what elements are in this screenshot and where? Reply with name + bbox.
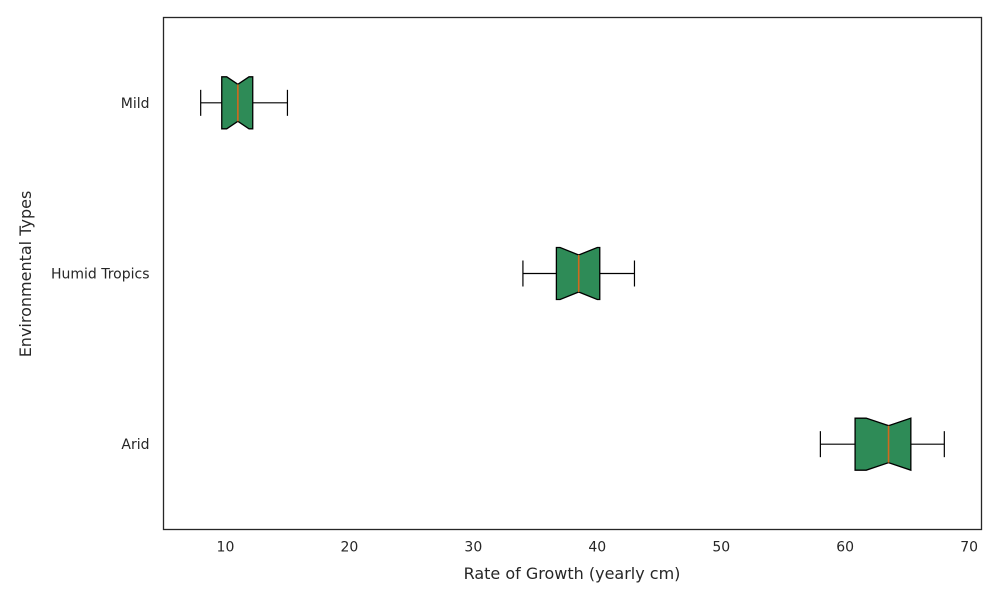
box-group-mild	[200, 76, 289, 130]
plot-frame	[162, 16, 983, 531]
y-tick-label-humid-tropics: Humid Tropics	[51, 267, 150, 283]
x-tick-label-50: 50	[712, 540, 730, 556]
x-axis-ticks: 10 20 30 40 50 60 70	[217, 540, 978, 556]
y-tick-label-arid: Arid	[121, 437, 149, 453]
x-tick-label-40: 40	[588, 540, 606, 556]
y-axis-ticks: Mild Humid Tropics Arid	[51, 96, 150, 453]
boxes-layer	[200, 76, 945, 472]
x-tick-label-20: 20	[340, 540, 358, 556]
y-tick-label-mild: Mild	[121, 96, 150, 112]
x-tick-label-30: 30	[464, 540, 482, 556]
x-axis-label: Rate of Growth (yearly cm)	[464, 564, 681, 583]
box-arid	[854, 417, 912, 472]
x-tick-label-10: 10	[217, 540, 235, 556]
x-tick-label-70: 70	[960, 540, 978, 556]
y-axis-label: Environmental Types	[16, 191, 35, 358]
x-tick-label-60: 60	[836, 540, 854, 556]
box-group-arid	[819, 417, 945, 472]
box-group-humid-tropics	[522, 246, 636, 301]
